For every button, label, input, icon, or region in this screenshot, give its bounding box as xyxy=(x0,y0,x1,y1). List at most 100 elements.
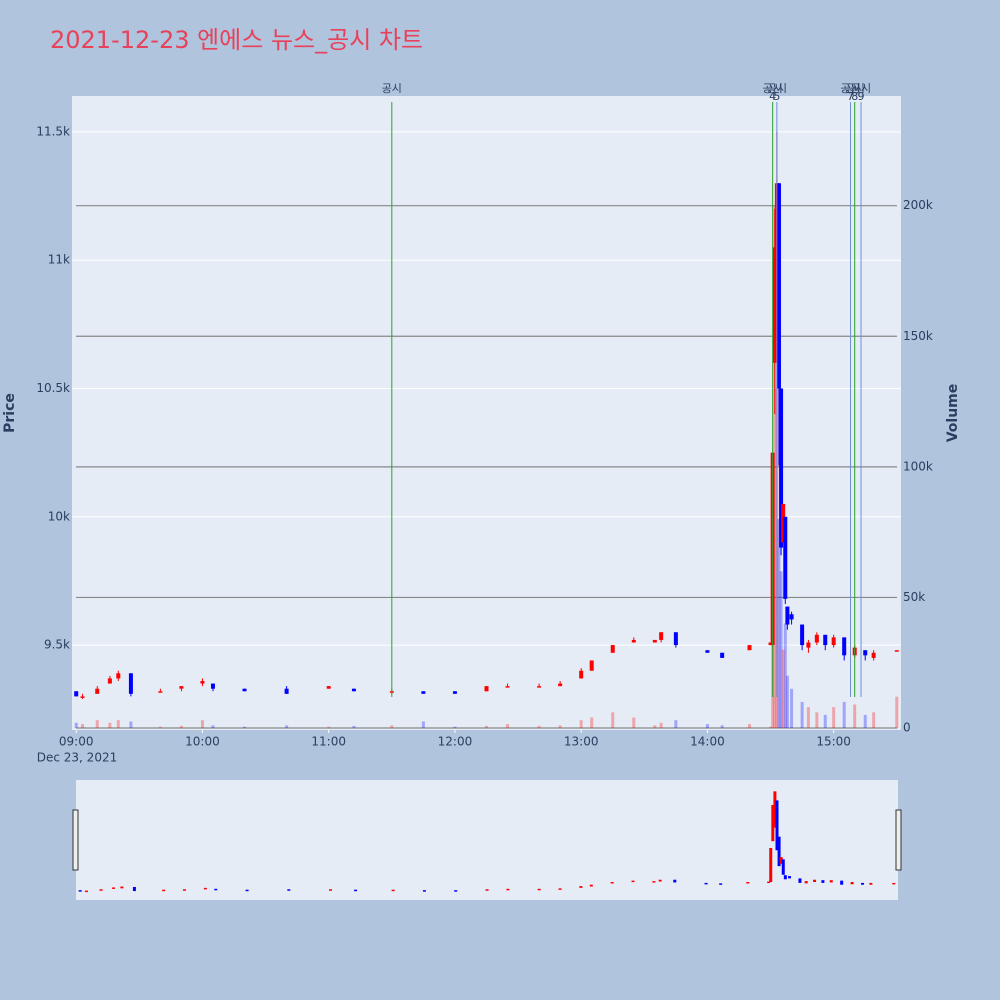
y-tick-label: 9.5k xyxy=(44,638,70,652)
candle-body xyxy=(452,691,457,694)
x-tick-label: 14:00 xyxy=(690,735,725,749)
candle-body xyxy=(659,632,664,640)
disclosure-number: 4 xyxy=(769,90,776,103)
volume-bar xyxy=(832,707,836,728)
volume-bar xyxy=(773,205,777,729)
candle-body xyxy=(779,388,784,548)
volume-bar xyxy=(815,712,819,728)
volume-bar xyxy=(611,712,615,728)
volume-bar xyxy=(352,725,356,728)
x-tick-label: 12:00 xyxy=(438,735,473,749)
volume-bar xyxy=(777,519,781,728)
volume-bar xyxy=(116,720,120,728)
candle-body xyxy=(652,639,657,643)
volume-bar xyxy=(200,720,204,728)
volume-bar xyxy=(653,725,657,728)
range-slider[interactable] xyxy=(76,780,898,900)
volume-bar xyxy=(720,725,724,728)
volume-bar xyxy=(783,623,787,728)
candle-body xyxy=(80,696,85,698)
disclosure-label: 공시 xyxy=(767,82,787,95)
volume-bar xyxy=(506,724,510,728)
chart-title: 2021-12-23 엔에스 뉴스_공시 차트 xyxy=(50,26,423,54)
volume-bar xyxy=(659,722,663,728)
candle-body xyxy=(823,634,828,646)
volume-bar xyxy=(211,725,215,728)
candle-body xyxy=(351,688,356,692)
slider-handle[interactable] xyxy=(895,809,902,871)
x-date-label: Dec 23, 2021 xyxy=(37,751,117,765)
plot-area xyxy=(72,96,901,730)
volume-bar xyxy=(285,725,289,728)
candle-body xyxy=(158,691,163,693)
y-tick-label: 11k xyxy=(48,253,70,267)
candle-body xyxy=(705,650,710,653)
volume-bar xyxy=(327,726,331,728)
y2-tick-label: 0 xyxy=(903,721,911,735)
disclosure-number: 5 xyxy=(773,90,780,103)
candle-body xyxy=(242,688,247,692)
candle-body xyxy=(768,642,773,646)
x-tick-label: 11:00 xyxy=(311,735,346,749)
disclosure-number: 7 xyxy=(847,90,854,103)
volume-bar xyxy=(129,721,133,728)
candle-body xyxy=(789,614,794,620)
y2-tick-label: 200k xyxy=(903,198,933,212)
volume-bar xyxy=(453,726,457,728)
candle-body xyxy=(200,680,205,684)
volume-bar xyxy=(632,717,636,728)
x-tick-label: 09:00 xyxy=(59,735,94,749)
candle-body xyxy=(785,606,790,625)
volume-bar xyxy=(81,724,85,728)
candle-body xyxy=(484,686,489,692)
x-tick-label: 15:00 xyxy=(816,735,851,749)
volume-bar xyxy=(537,725,541,728)
volume-bar xyxy=(785,675,789,728)
candle-body xyxy=(772,247,777,363)
disclosure-number: 8 xyxy=(851,90,858,103)
candle-body xyxy=(95,688,100,694)
volume-bar xyxy=(872,712,876,728)
slider-handle[interactable] xyxy=(72,809,79,871)
volume-bar xyxy=(779,571,783,728)
y2-tick-label: 100k xyxy=(903,459,933,473)
volume-bar xyxy=(579,720,583,728)
y-tick-label: 11.5k xyxy=(36,124,70,138)
y-tick-label: 10k xyxy=(48,509,70,523)
volume-bar xyxy=(390,725,394,728)
candle-body xyxy=(806,642,811,648)
candle-body xyxy=(210,683,215,689)
x-tick-label: 10:00 xyxy=(185,735,220,749)
disclosure-label: 공시 xyxy=(763,82,783,95)
volume-bar xyxy=(781,649,785,728)
candle-body xyxy=(673,632,678,646)
candle-body xyxy=(800,624,805,646)
volume-bar xyxy=(421,721,425,728)
volume-bar xyxy=(823,714,827,728)
candle-body xyxy=(871,652,876,658)
volume-bar xyxy=(108,722,112,728)
candle-body xyxy=(537,686,542,688)
candle-body xyxy=(720,652,725,658)
volume-bar xyxy=(179,725,183,728)
candle-body xyxy=(505,686,510,688)
volume-bar xyxy=(158,726,162,728)
volume-bar xyxy=(705,724,709,728)
candle-body xyxy=(107,678,112,684)
volume-bar xyxy=(790,688,794,728)
volume-bar xyxy=(853,704,857,728)
candle-body xyxy=(558,683,563,687)
volume-bar xyxy=(863,714,867,728)
candle-body xyxy=(814,634,819,643)
volume-bar xyxy=(842,701,846,728)
volume-bar xyxy=(590,717,594,728)
candle-body xyxy=(831,637,836,646)
candle-body xyxy=(631,639,636,643)
volume-bar xyxy=(674,720,678,728)
volume-bar xyxy=(485,725,488,728)
disclosure-label: 공시 xyxy=(845,82,865,95)
disclosure-number: 9 xyxy=(858,90,865,103)
y2-axis-title: Volume xyxy=(945,384,961,443)
candle-body xyxy=(776,183,781,389)
